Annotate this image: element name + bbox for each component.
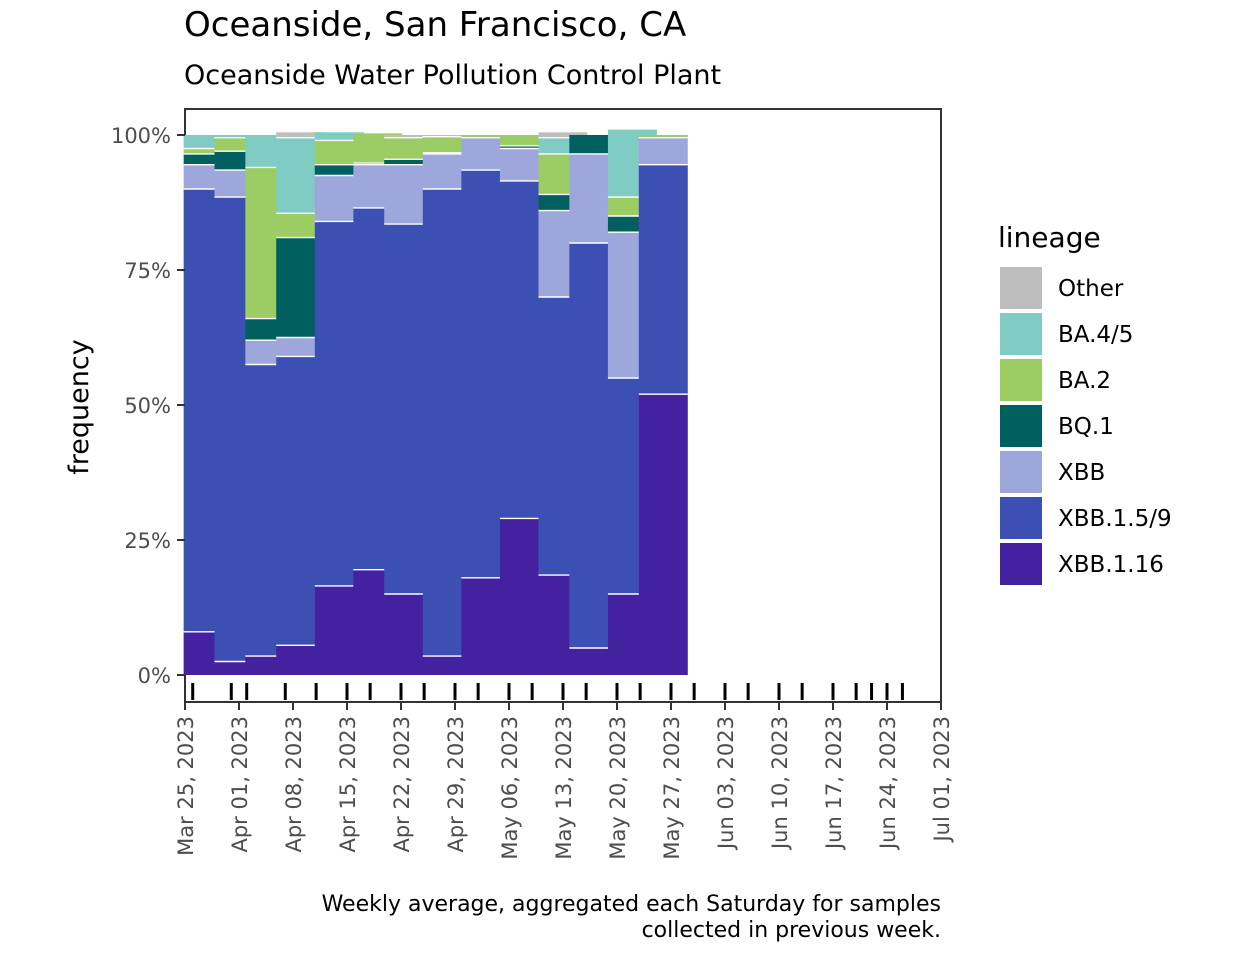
bar-xbb-1-16-13 bbox=[638, 394, 688, 675]
bar-ba-2-13 bbox=[638, 135, 688, 138]
x-tick-label-2: Apr 08, 2023 bbox=[282, 716, 306, 853]
x-tick-label-6: May 06, 2023 bbox=[498, 716, 522, 860]
x-tick-label-4: Apr 22, 2023 bbox=[390, 716, 414, 853]
x-tick-label-5: Apr 29, 2023 bbox=[444, 716, 468, 853]
y-tick-label-0: 0% bbox=[138, 664, 171, 688]
legend-swatch-xbb-1-5-9 bbox=[1000, 497, 1042, 539]
legend-title: lineage bbox=[998, 221, 1101, 254]
legend-swatch-xbb-1-16 bbox=[1000, 543, 1042, 585]
y-tick-label-50: 50% bbox=[124, 394, 171, 418]
chart-title: Oceanside, San Francisco, CA bbox=[184, 5, 686, 45]
bar-other-6 bbox=[384, 135, 434, 138]
caption-line-2: collected in previous week. bbox=[642, 918, 941, 943]
x-tick-label-14: Jul 01, 2023 bbox=[930, 716, 954, 844]
x-tick-label-3: Apr 15, 2023 bbox=[336, 716, 360, 853]
y-tick-label-100: 100% bbox=[111, 124, 171, 148]
caption-line-1: Weekly average, aggregated each Saturday… bbox=[322, 892, 941, 917]
legend-swatch-xbb bbox=[1000, 451, 1042, 493]
y-axis-label: frequency bbox=[64, 339, 95, 474]
bar-ba-2-9 bbox=[499, 135, 549, 146]
bar-ba-2-0 bbox=[183, 148, 233, 154]
bar-ba-4-5-7 bbox=[422, 135, 472, 137]
y-tick-label-75: 75% bbox=[124, 259, 171, 283]
x-tick-label-13: Jun 24, 2023 bbox=[876, 716, 900, 851]
bar-ba-4-5-4 bbox=[314, 132, 364, 141]
bar-xbb-1-16-7 bbox=[422, 656, 472, 675]
legend-label-xbb-1-16: XBB.1.16 bbox=[1058, 552, 1164, 578]
chart-subtitle: Oceanside Water Pollution Control Plant bbox=[184, 60, 721, 91]
bar-xbb-13 bbox=[638, 137, 688, 165]
bar-ba-2-8 bbox=[461, 135, 511, 138]
bar-other-10 bbox=[538, 132, 588, 138]
y-axis: 0% 25% 50% 75% 100% bbox=[111, 124, 185, 688]
x-tick-label-8: May 20, 2023 bbox=[606, 716, 630, 860]
y-tick-label-25: 25% bbox=[124, 529, 171, 553]
legend-label-bq-1: BQ.1 bbox=[1058, 414, 1114, 440]
bar-bq-1-0 bbox=[183, 153, 233, 165]
rug-layer bbox=[191, 683, 904, 700]
legend: Other BA.4/5 BA.2 BQ.1 XBB XBB.1.5/9 XBB.1.16 bbox=[1000, 267, 1172, 585]
bar-bq-1-6 bbox=[384, 159, 434, 165]
bar-bq-1-4 bbox=[314, 164, 364, 176]
x-tick-label-11: Jun 10, 2023 bbox=[768, 716, 792, 851]
bar-other-3 bbox=[276, 132, 326, 138]
bar-ba-4-5-1 bbox=[214, 135, 264, 138]
bar-bq-1-11 bbox=[569, 135, 619, 154]
x-tick-label-7: May 13, 2023 bbox=[552, 716, 576, 860]
bars-layer bbox=[183, 129, 688, 675]
legend-label-other: Other bbox=[1058, 276, 1124, 302]
bar-bq-1-9 bbox=[499, 145, 549, 149]
legend-swatch-bq-1 bbox=[1000, 405, 1042, 447]
bar-ba-2-6 bbox=[384, 137, 434, 160]
bar-xbb-3 bbox=[276, 337, 326, 357]
legend-label-xbb-1-5-9: XBB.1.5/9 bbox=[1058, 506, 1172, 532]
legend-label-ba-2: BA.2 bbox=[1058, 368, 1111, 394]
bar-ba-2-7 bbox=[422, 136, 472, 153]
x-tick-label-12: Jun 17, 2023 bbox=[822, 716, 846, 851]
legend-swatch-other bbox=[1000, 267, 1042, 309]
x-axis: Mar 25, 2023 Apr 01, 2023 Apr 08, 2023 Apr … bbox=[174, 702, 954, 860]
x-tick-label-0: Mar 25, 2023 bbox=[174, 716, 198, 856]
legend-swatch-ba-4-5 bbox=[1000, 313, 1042, 355]
x-tick-label-9: May 27, 2023 bbox=[660, 716, 684, 860]
x-tick-label-1: Apr 01, 2023 bbox=[228, 716, 252, 853]
legend-label-xbb: XBB bbox=[1058, 460, 1105, 486]
x-tick-label-10: Jun 03, 2023 bbox=[714, 716, 738, 851]
legend-label-ba-4-5: BA.4/5 bbox=[1058, 322, 1133, 348]
bar-xbb-1-5-9-13 bbox=[638, 164, 688, 395]
bar-bq-1-5 bbox=[353, 163, 403, 165]
legend-swatch-ba-2 bbox=[1000, 359, 1042, 401]
